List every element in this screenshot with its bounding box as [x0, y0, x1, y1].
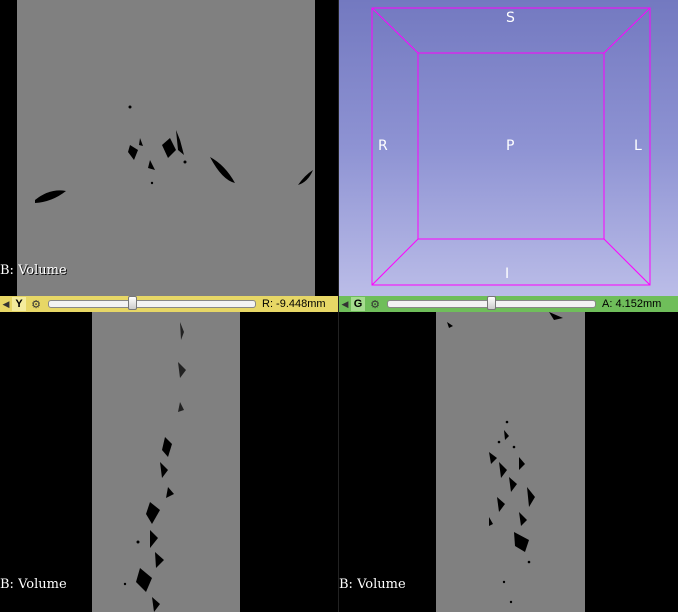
pin-icon[interactable]: ◀: [341, 298, 349, 309]
green-slice-image: [436, 312, 585, 612]
yellow-slice-slider[interactable]: [48, 296, 256, 310]
green-slider-thumb[interactable]: [486, 296, 496, 310]
green-view-letter[interactable]: G: [351, 297, 365, 311]
green-slice-view[interactable]: B: Volume: [339, 312, 678, 612]
green-slice-structures: [447, 312, 563, 604]
green-slice-controller: ◀ G ⚙ A: 4.152mm: [339, 296, 678, 312]
yellow-slice-structures: [123, 322, 186, 612]
orientation-posterior-label: P: [506, 138, 515, 154]
orientation-inferior-label: I: [505, 266, 510, 282]
yellow-slider-thumb[interactable]: [128, 296, 138, 310]
green-slice-slider[interactable]: [387, 296, 596, 310]
green-offset-value: A: 4.152mm: [602, 298, 662, 310]
orientation-box: [371, 7, 651, 286]
pin-icon[interactable]: ◀: [2, 298, 10, 309]
yellow-view-letter[interactable]: Y: [12, 297, 26, 311]
gear-icon[interactable]: ⚙: [31, 298, 41, 311]
green-volume-label: B: Volume: [339, 577, 406, 592]
orientation-right-label: R: [378, 138, 388, 154]
yellow-offset-value: R: -9.448mm: [262, 298, 326, 310]
yellow-slice-view[interactable]: B: Volume: [0, 312, 338, 612]
yellow-slice-image: [92, 312, 240, 612]
red-volume-label: B: Volume: [0, 263, 67, 278]
gear-icon[interactable]: ⚙: [370, 298, 380, 311]
red-slice-view[interactable]: B: Volume: [0, 0, 338, 296]
orientation-left-label: L: [634, 138, 642, 154]
three-d-view[interactable]: S I R L P: [339, 0, 678, 296]
red-slice-structures: [35, 105, 313, 203]
yellow-slice-controller: ◀ Y ⚙ R: -9.448mm: [0, 296, 338, 312]
orientation-superior-label: S: [506, 10, 515, 26]
yellow-volume-label: B: Volume: [0, 577, 67, 592]
view-divider: [338, 0, 339, 612]
